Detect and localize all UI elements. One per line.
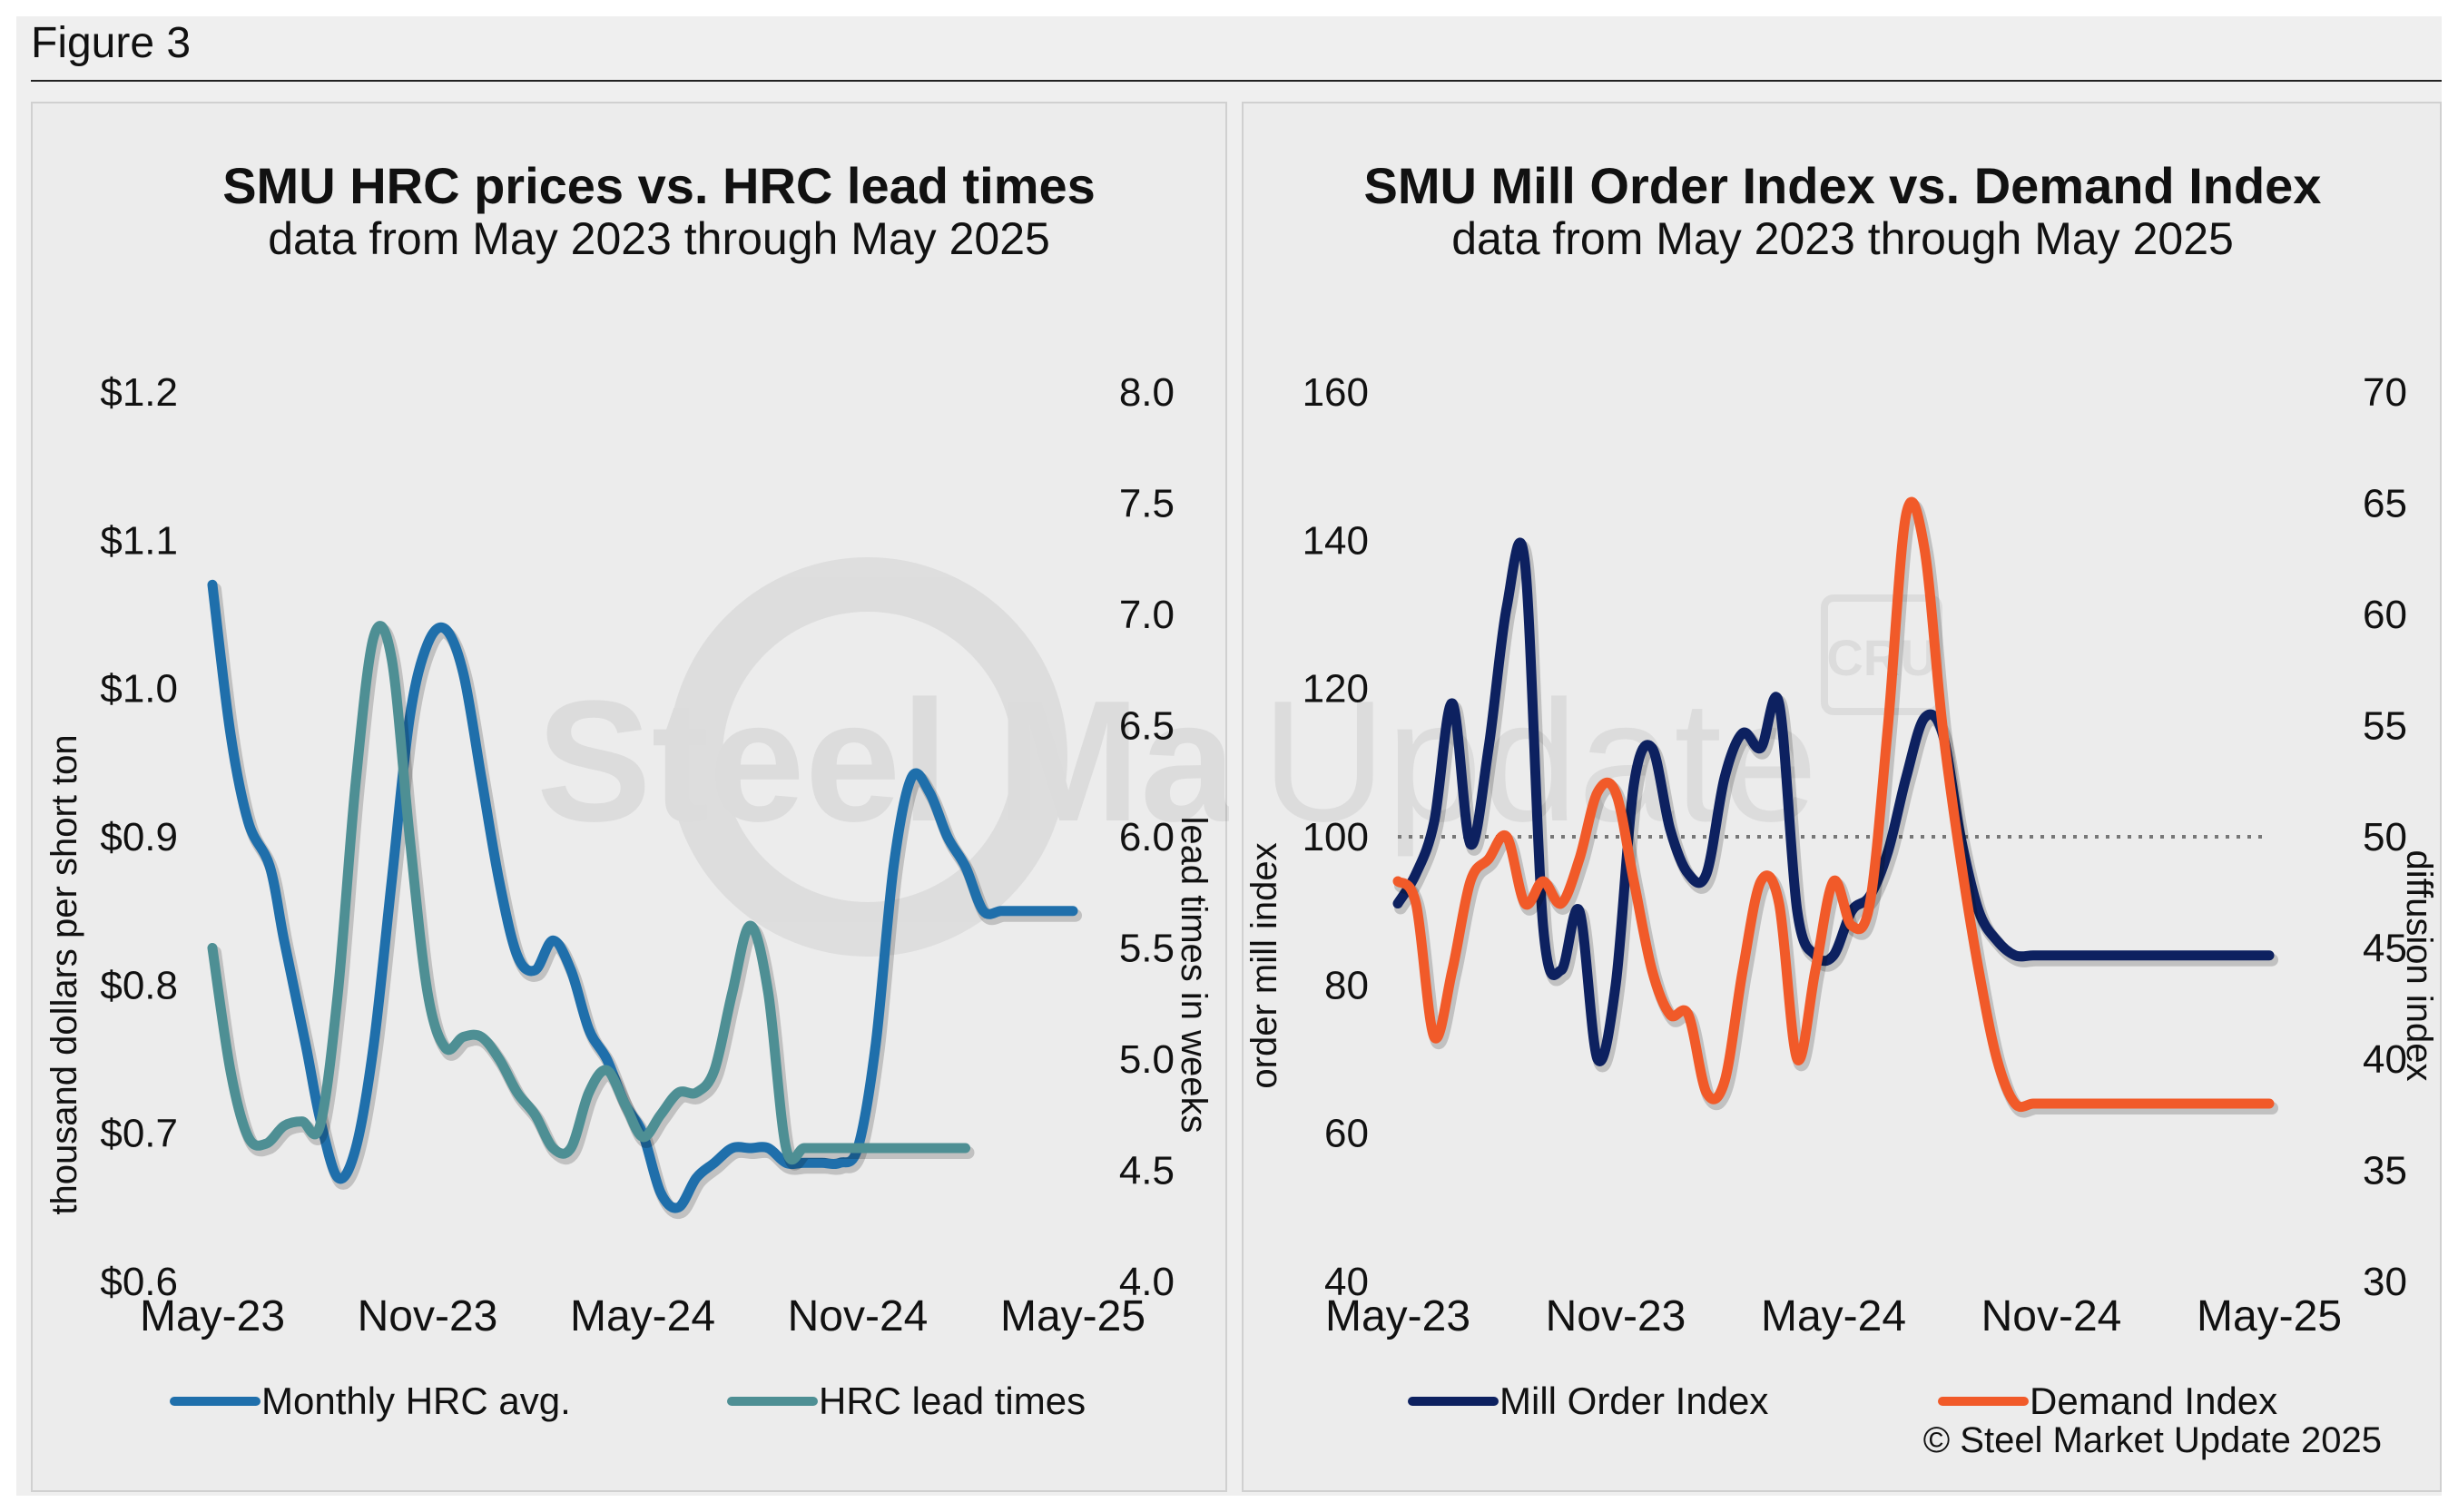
y-tick-label: $0.7	[100, 1112, 178, 1156]
y-tick-label: $0.6	[100, 1260, 178, 1304]
y2-tick-label: 7.5	[1119, 482, 1175, 526]
y2-axis-label: diffusion index	[2399, 850, 2439, 1082]
x-tick-label: Nov-23	[1546, 1292, 1686, 1340]
x-tick-label: May-24	[1761, 1292, 1906, 1340]
chart-moi-svg: CRU Update SMU Mill Order Index vs. Dema…	[1244, 157, 2439, 1422]
legend-label-lead: HRC lead times	[819, 1379, 1086, 1422]
y2-tick-label: 8.0	[1119, 370, 1175, 415]
chart-title: SMU HRC prices vs. HRC lead times	[222, 157, 1096, 214]
x-tick-label: May-25	[1000, 1292, 1145, 1340]
x-tick-label: May-23	[140, 1292, 285, 1340]
y2-axis-label: lead times in weeks	[1174, 816, 1214, 1133]
legend-label-hrc: Monthly HRC avg.	[261, 1379, 571, 1422]
y2-tick-label: 5.5	[1119, 927, 1175, 971]
y-tick-label: 140	[1303, 518, 1369, 563]
watermark-ring	[668, 557, 1067, 957]
y-tick-label: 100	[1303, 815, 1369, 859]
chart-subtitle: data from May 2023 through May 2025	[268, 213, 1050, 264]
y-tick-label: 40	[1324, 1260, 1369, 1304]
copyright-text: © Steel Market Update 2025	[1922, 1420, 2382, 1460]
x-axis-ticks: May-23 Nov-23 May-24 Nov-24 May-25	[1325, 1292, 2342, 1340]
y2-tick-label: 40	[2363, 1037, 2407, 1082]
y-tick-label: $1.1	[100, 518, 178, 563]
y-axis-label: order mill index	[1244, 842, 1284, 1088]
chart-title: SMU Mill Order Index vs. Demand Index	[1364, 157, 2322, 214]
series-line-moi	[1392, 537, 2275, 1066]
y-axis-label: thousand dollars per short ton	[44, 734, 84, 1214]
chart-panel-moi: CRU Update SMU Mill Order Index vs. Dema…	[1242, 102, 2442, 1492]
y-tick-label: 60	[1324, 1112, 1369, 1156]
y-tick-label: $0.9	[100, 815, 178, 859]
legend: Monthly HRC avg. HRC lead times	[170, 1379, 1086, 1422]
legend-label-demand: Demand Index	[2030, 1379, 2277, 1422]
legend-label-moi: Mill Order Index	[1499, 1379, 1768, 1422]
y2-tick-label: 55	[2363, 704, 2407, 749]
series-line-lead	[207, 621, 970, 1165]
x-tick-label: May-25	[2197, 1292, 2342, 1340]
y2-tick-label: 65	[2363, 482, 2407, 526]
y2-tick-label: 35	[2363, 1149, 2407, 1193]
y2-tick-label: 30	[2363, 1260, 2407, 1304]
y2-axis-ticks: 70 65 60 55 50 45 40 35 30	[2363, 370, 2407, 1304]
x-tick-label: Nov-23	[358, 1292, 498, 1340]
chart-hrc-svg: Steel Market SMU HRC prices vs. HRC lead…	[44, 157, 1229, 1422]
y-tick-label: $1.0	[100, 667, 178, 712]
series-group	[1392, 496, 2278, 1118]
x-tick-label: Nov-24	[788, 1292, 929, 1340]
y-axis-ticks: 160 140 120 100 80 60 40	[1303, 370, 1369, 1304]
y-axis-ticks: $1.2 $1.1 $1.0 $0.9 $0.8 $0.7 $0.6	[100, 370, 178, 1304]
y2-tick-label: 6.0	[1119, 815, 1175, 859]
y2-tick-label: 5.0	[1119, 1037, 1175, 1082]
chart-panel-hrc: Steel Market SMU HRC prices vs. HRC lead…	[31, 102, 1229, 1492]
y-tick-label: 120	[1303, 667, 1369, 712]
figure-title: Figure 3	[31, 19, 192, 67]
y-tick-label: $1.2	[100, 370, 178, 415]
x-tick-label: May-23	[1325, 1292, 1470, 1340]
watermark: Steel Market	[536, 557, 1229, 957]
x-axis-ticks: May-23 Nov-23 May-24 Nov-24 May-25	[140, 1292, 1145, 1340]
y2-tick-label: 70	[2363, 370, 2407, 415]
y-tick-label: 160	[1303, 370, 1369, 415]
watermark-badge-text: CRU	[1826, 629, 1936, 686]
x-tick-label: Nov-24	[1981, 1292, 2122, 1340]
y2-tick-label: 45	[2363, 927, 2407, 971]
y-tick-label: 80	[1324, 963, 1369, 1007]
y2-tick-label: 4.0	[1119, 1260, 1175, 1304]
y2-tick-label: 50	[2363, 815, 2407, 859]
chart-subtitle: data from May 2023 through May 2025	[1451, 213, 2234, 264]
y-tick-label: $0.8	[100, 963, 178, 1007]
y2-tick-label: 60	[2363, 593, 2407, 637]
series-line-demand	[1392, 496, 2275, 1113]
x-tick-label: May-24	[570, 1292, 715, 1340]
y2-tick-label: 7.0	[1119, 593, 1175, 637]
y2-axis-ticks: 8.0 7.5 7.0 6.5 6.0 5.5 5.0 4.5 4.0	[1119, 370, 1175, 1304]
y2-tick-label: 6.5	[1119, 704, 1175, 749]
legend: Mill Order Index Demand Index	[1408, 1379, 2277, 1422]
series-group	[207, 579, 1082, 1219]
watermark-text-bold: Steel Market	[536, 665, 1229, 858]
y2-tick-label: 4.5	[1119, 1149, 1175, 1193]
figure-title-rule	[31, 80, 2442, 82]
